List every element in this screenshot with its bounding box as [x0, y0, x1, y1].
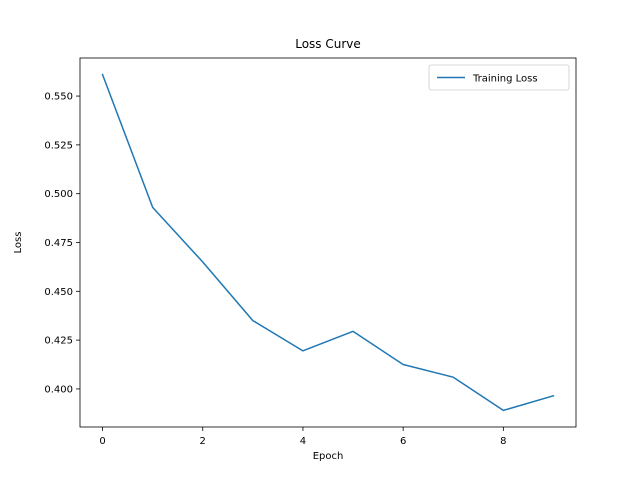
x-tick-label: 8: [500, 436, 506, 447]
y-axis-ticks: 0.400 0.425 0.450 0.475 0.500 0.525 0.550: [44, 92, 80, 395]
legend: Training Loss: [428, 64, 570, 91]
x-tick-label: 6: [400, 436, 406, 447]
legend-box: [428, 64, 570, 91]
x-tick-label: 0: [99, 436, 105, 447]
series-layer: [101, 73, 555, 412]
chart-title: Loss Curve: [295, 37, 361, 51]
y-tick-label: 0.550: [44, 92, 73, 103]
y-tick-label: 0.400: [44, 384, 73, 395]
y-tick-label: 0.525: [44, 140, 73, 151]
series-line-training-loss: [101, 73, 555, 412]
x-axis-ticks: 0 2 4 6 8: [99, 427, 507, 447]
x-tick-label: 2: [200, 436, 206, 447]
plot-area: [80, 58, 576, 427]
legend-entry-label: Training Loss: [472, 74, 538, 85]
y-axis-label: Loss: [13, 232, 24, 254]
y-tick-label: 0.450: [44, 287, 73, 298]
y-tick-label: 0.500: [44, 189, 73, 200]
x-axis-label: Epoch: [313, 451, 344, 462]
y-tick-label: 0.475: [44, 238, 73, 249]
y-tick-label: 0.425: [44, 336, 73, 347]
x-tick-label: 4: [300, 436, 306, 447]
